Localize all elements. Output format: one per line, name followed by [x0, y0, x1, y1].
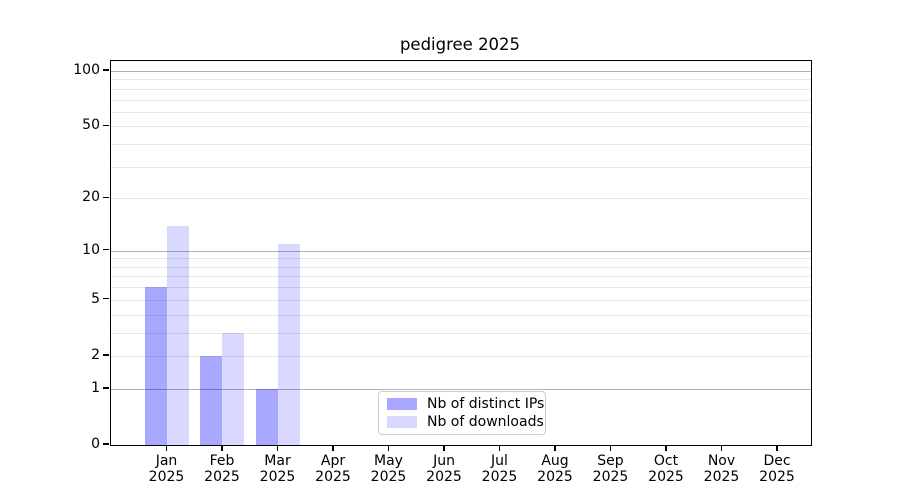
- y-gridline-major: [111, 71, 811, 72]
- x-tick-label-apr: Apr 2025: [315, 453, 351, 485]
- y-tick-label: 20: [82, 189, 100, 206]
- legend-label-downloads: Nb of downloads: [427, 413, 544, 430]
- y-tick: [102, 354, 109, 356]
- plot-area: [110, 60, 812, 446]
- chart-title: pedigree 2025: [399, 35, 521, 54]
- y-tick: [102, 124, 109, 127]
- y-gridline-minor: [111, 166, 811, 168]
- x-tick-label-aug: Aug 2025: [537, 453, 573, 485]
- y-tick: [102, 196, 109, 198]
- y-tick: [102, 298, 109, 300]
- x-tick-label-jun: Jun 2025: [426, 453, 462, 485]
- bar-downloads-mar: [277, 243, 300, 445]
- x-tick-label-may: May 2025: [370, 453, 407, 485]
- y-gridline-minor: [111, 276, 811, 278]
- x-tick: [165, 445, 168, 452]
- x-tick: [387, 445, 390, 452]
- legend: Nb of distinct IPs Nb of downloads: [378, 391, 546, 435]
- y-tick: [102, 248, 109, 251]
- x-tick: [720, 445, 723, 452]
- y-tick-label: 50: [82, 117, 100, 134]
- y-tick: [102, 69, 109, 71]
- y-tick: [102, 387, 109, 389]
- x-tick-label-oct: Oct 2025: [648, 453, 684, 485]
- x-tick: [443, 445, 445, 452]
- y-tick: [102, 443, 109, 445]
- x-tick-label-jan: Jan 2025: [148, 453, 185, 485]
- legend-label-distinct-ips: Nb of distinct IPs: [427, 395, 545, 412]
- y-gridline-minor: [111, 88, 811, 90]
- x-tick: [221, 445, 223, 452]
- x-tick: [776, 445, 778, 452]
- y-gridline-minor: [111, 332, 811, 334]
- x-tick: [554, 445, 556, 452]
- x-tick: [665, 445, 667, 452]
- y-gridline-minor: [111, 144, 811, 146]
- y-gridline-minor: [111, 99, 811, 101]
- y-gridline-minor: [111, 111, 811, 113]
- bar-downloads-jan: [166, 225, 189, 445]
- bar-distinct-ips-mar: [255, 388, 278, 445]
- y-tick-label: 5: [91, 290, 100, 307]
- x-tick: [498, 445, 501, 452]
- bar-distinct-ips-jan: [144, 287, 167, 445]
- y-gridline-minor: [111, 198, 811, 200]
- x-tick-label-feb: Feb 2025: [204, 453, 240, 485]
- y-gridline-minor: [111, 266, 811, 268]
- y-gridline-minor: [111, 79, 811, 81]
- y-gridline-major: [111, 250, 811, 252]
- x-tick-label-nov: Nov 2025: [703, 453, 740, 485]
- y-gridline-minor: [111, 258, 811, 260]
- x-tick: [609, 445, 612, 452]
- y-gridline-minor: [111, 299, 811, 301]
- x-tick-label-sep: Sep 2025: [592, 453, 629, 485]
- x-tick: [332, 445, 334, 452]
- y-gridline-major: [111, 388, 811, 390]
- x-tick: [276, 445, 279, 452]
- bar-distinct-ips-feb: [200, 355, 222, 445]
- x-tick-label-jul: Jul 2025: [481, 453, 518, 485]
- y-gridline-minor: [111, 287, 811, 289]
- legend-entry-downloads: Nb of downloads: [387, 413, 545, 430]
- x-tick-label-mar: Mar 2025: [259, 453, 296, 485]
- y-tick-label: 0: [91, 436, 100, 452]
- bar-downloads-feb: [222, 332, 244, 445]
- y-gridline-minor: [111, 355, 811, 357]
- y-gridline-minor: [111, 126, 811, 128]
- legend-entry-distinct-ips: Nb of distinct IPs: [387, 395, 545, 412]
- y-tick-label: 10: [82, 241, 100, 258]
- y-tick-label: 100: [73, 62, 100, 78]
- legend-swatch-downloads: [387, 416, 417, 428]
- legend-swatch-distinct-ips: [387, 398, 417, 410]
- y-tick-label: 2: [91, 346, 100, 363]
- y-tick-label: 1: [91, 379, 100, 396]
- x-tick-label-dec: Dec 2025: [759, 453, 795, 485]
- y-gridline-minor: [111, 314, 811, 316]
